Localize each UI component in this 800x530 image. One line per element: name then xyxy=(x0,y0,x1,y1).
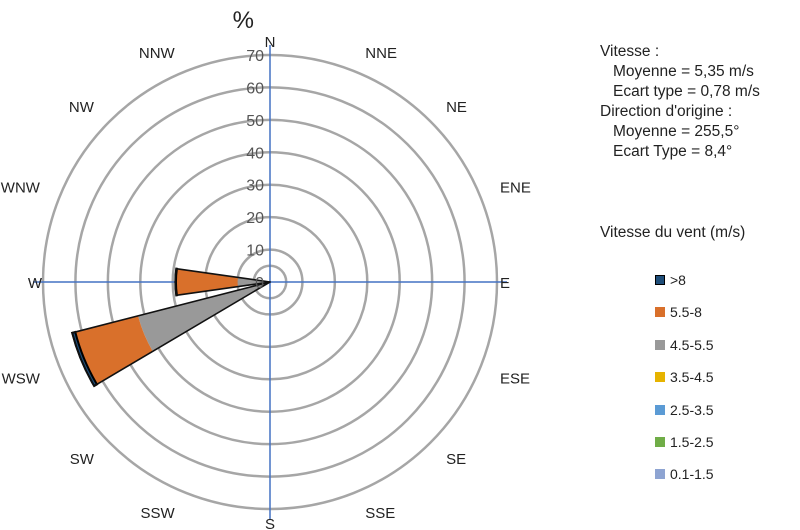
direction-label-E: E xyxy=(500,275,510,292)
legend-swatch xyxy=(655,372,665,383)
legend-label: >8 xyxy=(670,272,686,288)
speed-mean: Moyenne = 5,35 m/s xyxy=(613,63,754,80)
legend-item: 2.5-3.5 xyxy=(655,402,714,434)
direction-label-NNW: NNW xyxy=(139,45,176,62)
speed-std: Ecart type = 0,78 m/s xyxy=(613,83,760,100)
legend-item: 5.5-8 xyxy=(655,304,714,336)
direction-label-N: N xyxy=(265,34,276,51)
direction-header: Direction d'origine : xyxy=(600,103,733,120)
legend-swatch xyxy=(655,469,665,480)
legend-label: 3.5-4.5 xyxy=(670,369,714,386)
speed-header: Vitesse : xyxy=(600,43,660,60)
direction-label-SE: SE xyxy=(446,451,466,468)
direction-label-NE: NE xyxy=(446,99,467,116)
wedge-WSW-4_5_5_5 xyxy=(138,283,266,352)
legend: >8 5.5-8 4.5-5.5 3.5-4.5 2.5-3.5 1.5-2.5… xyxy=(655,272,714,499)
wedge-WSW-5_5_8 xyxy=(75,315,153,385)
radial-tick-label: 40 xyxy=(246,145,264,162)
legend-item: 1.5-2.5 xyxy=(655,434,714,466)
legend-label: 5.5-8 xyxy=(670,304,702,321)
legend-item: 0.1-1.5 xyxy=(655,466,714,498)
legend-label: 2.5-3.5 xyxy=(670,401,714,418)
wedge-W-4_5_5_5 xyxy=(237,277,270,287)
legend-label: 1.5-2.5 xyxy=(670,433,714,450)
wind-statistics: Vitesse : Moyenne = 5,35 m/s Ecart type … xyxy=(600,42,760,162)
legend-swatch xyxy=(655,275,665,285)
radial-tick-label: 60 xyxy=(246,80,264,97)
direction-label-NW: NW xyxy=(69,99,95,116)
direction-label-ENE: ENE xyxy=(500,180,531,197)
direction-mean: Moyenne = 255,5° xyxy=(613,123,740,140)
legend-label: 4.5-5.5 xyxy=(670,336,714,353)
radial-tick-label: 30 xyxy=(246,178,264,195)
wind-rose-chart: 0 10 20 30 40 50 60 70% N NNE NE ENE E ESE SE SSE S SSW SW… xyxy=(1,7,531,530)
direction-label-SSE: SSE xyxy=(365,505,395,522)
direction-label-SSW: SSW xyxy=(141,505,176,522)
legend-swatch xyxy=(655,436,665,447)
legend-swatch xyxy=(655,404,665,415)
direction-label-WNW: WNW xyxy=(1,180,41,197)
radial-tick-label: 50 xyxy=(246,113,264,130)
radial-tick-label: 70 xyxy=(246,48,264,65)
radial-unit-label: % xyxy=(233,7,254,34)
legend-item: 4.5-5.5 xyxy=(655,337,714,369)
legend-item: 3.5-4.5 xyxy=(655,369,714,401)
direction-label-S: S xyxy=(265,516,275,530)
direction-label-ESE: ESE xyxy=(500,370,530,387)
radial-tick-label: 0 xyxy=(255,275,264,292)
radial-tick-label: 10 xyxy=(246,243,264,260)
direction-label-NNE: NNE xyxy=(365,45,397,62)
radial-tick-label: 20 xyxy=(246,210,264,227)
legend-swatch xyxy=(655,307,665,318)
legend-title: Vitesse du vent (m/s) xyxy=(600,224,746,241)
direction-label-SW: SW xyxy=(70,451,95,468)
legend-label: 0.1-1.5 xyxy=(670,466,714,483)
direction-label-W: W xyxy=(28,275,43,292)
direction-label-WSW: WSW xyxy=(2,370,41,387)
bar-outline-W xyxy=(174,267,271,297)
legend-swatch xyxy=(655,339,665,350)
direction-std: Ecart Type = 8,4° xyxy=(613,143,733,160)
bar-outline-WSW xyxy=(71,281,271,387)
legend-item: >8 xyxy=(655,272,714,304)
